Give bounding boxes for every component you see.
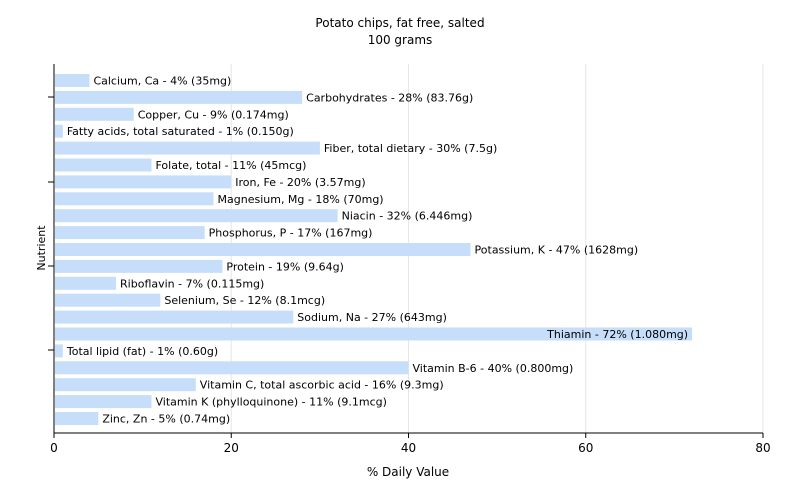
bar-12 [55, 276, 117, 290]
bar-3 [55, 124, 63, 138]
bar-label-16: Total lipid (fat) - 1% (0.60g) [66, 345, 218, 358]
bar-14 [55, 310, 294, 324]
bar-label-18: Vitamin C, total ascorbic acid - 16% (9.… [200, 379, 444, 392]
bar-label-0: Calcium, Ca - 4% (35mg) [93, 75, 231, 88]
bar-2 [55, 107, 134, 121]
x-tick-label-0: 0 [50, 441, 58, 455]
bar-13 [55, 293, 161, 307]
bar-label-8: Niacin - 32% (6.446mg) [342, 210, 473, 223]
bar-7 [55, 192, 214, 206]
bar-0 [55, 74, 90, 87]
axes [48, 64, 764, 438]
x-tick-labels: 0 20 40 60 80 [50, 441, 770, 455]
bar-5 [55, 158, 152, 172]
x-tick-label-2: 40 [401, 441, 416, 455]
x-tick-label-4: 80 [755, 441, 770, 455]
bar-label-15: Thiamin - 72% (1.080mg) [546, 328, 688, 341]
bar-18 [55, 378, 196, 392]
bar-17 [55, 361, 409, 375]
bar-16 [55, 344, 63, 358]
bar-label-9: Phosphorus, P - 17% (167mg) [209, 227, 373, 240]
bar-label-13: Selenium, Se - 12% (8.1mcg) [164, 294, 325, 307]
bar-label-19: Vitamin K (phylloquinone) - 11% (9.1mcg) [155, 396, 386, 409]
y-axis-label: Nutrient [35, 225, 48, 271]
bar-4 [55, 141, 320, 155]
bar-19 [55, 395, 152, 409]
bar-label-5: Folate, total - 11% (45mcg) [155, 159, 306, 172]
bar-15 [55, 327, 693, 341]
bar-1 [55, 90, 303, 104]
bar-20 [55, 412, 99, 425]
bar-10 [55, 243, 471, 256]
bar-label-20: Zinc, Zn - 5% (0.74mg) [102, 413, 230, 426]
bar-label-7: Magnesium, Mg - 18% (70mg) [218, 193, 384, 206]
bar-label-11: Protein - 19% (9.64g) [226, 260, 344, 273]
x-tick-label-1: 20 [224, 441, 239, 455]
bar-label-17: Vitamin B-6 - 40% (0.800mg) [413, 362, 574, 375]
bar-8 [55, 209, 338, 223]
bar-label-6: Iron, Fe - 20% (3.57mg) [235, 176, 365, 189]
bar-label-14: Sodium, Na - 27% (643mg) [297, 311, 447, 324]
bar-label-2: Copper, Cu - 9% (0.174mg) [138, 108, 289, 121]
bar-6 [55, 175, 232, 189]
x-tick-label-3: 60 [578, 441, 593, 455]
chart-title: Potato chips, fat free, salted [315, 16, 484, 30]
bars: Calcium, Ca - 4% (35mg) Carbohydrates - 2… [55, 74, 693, 426]
bar-label-12: Riboflavin - 7% (0.115mg) [120, 277, 264, 290]
bar-11 [55, 259, 223, 273]
bar-label-3: Fatty acids, total saturated - 1% (0.150… [67, 125, 294, 138]
bar-label-10: Potassium, K - 47% (1628mg) [475, 244, 639, 257]
bar-label-4: Fiber, total dietary - 30% (7.5g) [324, 142, 497, 155]
bar-label-1: Carbohydrates - 28% (83.76g) [306, 91, 473, 104]
chart-subtitle: 100 grams [368, 33, 433, 47]
bar-9 [55, 226, 205, 240]
x-axis-label: % Daily Value [367, 465, 449, 479]
